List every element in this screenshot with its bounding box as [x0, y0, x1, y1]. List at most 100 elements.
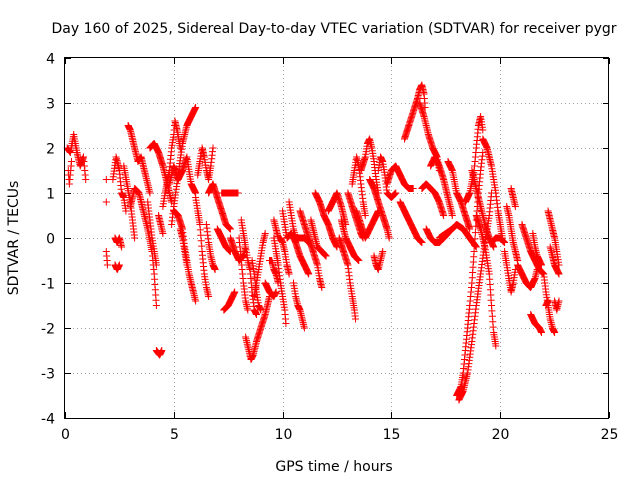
data-point [211, 266, 219, 273]
data-point [226, 225, 234, 233]
data-points [63, 81, 563, 404]
data-point [209, 144, 217, 152]
data-point [192, 297, 200, 305]
track-t48 [353, 207, 382, 242]
track-t30 [242, 293, 273, 363]
data-point [472, 243, 480, 251]
data-point [282, 320, 290, 327]
track-t53 [383, 162, 417, 192]
y-tick-label: 4 [46, 52, 55, 68]
track-t50 [366, 176, 393, 242]
track-t70 [503, 203, 522, 264]
data-point [555, 297, 563, 305]
track-t41 [307, 216, 330, 260]
y-tick-label: -1 [41, 277, 55, 293]
track-t45 [337, 216, 363, 264]
data-point [82, 176, 90, 183]
track-t16 [165, 153, 200, 197]
data-point [379, 248, 387, 255]
axis-ticks: 0 5 10 15 20 25 -4 -3 -2 -1 0 1 2 3 4 [41, 52, 618, 444]
data-point [257, 306, 265, 314]
y-tick-label: 2 [46, 142, 55, 158]
track-t19 [176, 225, 191, 269]
data-point [555, 270, 563, 278]
data-point [118, 243, 126, 251]
data-point [176, 144, 184, 152]
data-point [305, 270, 313, 278]
track-t02 [64, 158, 75, 188]
track-t47 [348, 153, 369, 219]
data-point [440, 212, 448, 219]
y-tick-label: 1 [46, 187, 55, 203]
track-t52 [374, 153, 400, 201]
data-point [492, 342, 500, 350]
track-t03 [102, 176, 110, 206]
track-t14 [152, 347, 166, 359]
track-t44 [335, 234, 359, 323]
data-point [234, 189, 242, 197]
data-point [322, 252, 330, 260]
track-t33 [261, 279, 280, 300]
track-t71 [507, 185, 519, 210]
data-point [285, 270, 293, 278]
data-point [103, 261, 111, 269]
chart-title: Day 160 of 2025, Sidereal Day-to-day VTE… [51, 21, 616, 37]
track-t22 [202, 221, 219, 273]
data-point [551, 329, 559, 336]
data-point [318, 284, 326, 291]
y-axis-label: SDTVAR / TECUs [6, 181, 22, 296]
track-t42 [311, 189, 341, 251]
data-point [192, 104, 200, 111]
track-t32 [248, 257, 265, 314]
track-t40 [296, 207, 326, 291]
track-t23 [205, 180, 234, 233]
x-axis-label: GPS time / hours [275, 459, 392, 475]
data-point [146, 189, 154, 197]
track-t26 [220, 288, 239, 314]
x-tick-label: 25 [601, 427, 619, 443]
track-t01 [63, 131, 90, 183]
data-point [418, 239, 426, 246]
track-t54 [396, 198, 426, 246]
track-t61 [444, 158, 474, 233]
data-point [361, 212, 369, 219]
track-t75 [529, 230, 545, 269]
data-point [152, 261, 160, 269]
data-point [159, 230, 167, 237]
y-tick-label: 3 [46, 97, 55, 113]
data-point [538, 261, 545, 269]
data-point [471, 235, 479, 243]
track-t78 [551, 297, 563, 314]
data-point [479, 126, 487, 134]
track-t69 [501, 248, 519, 296]
track-t68 [488, 234, 509, 246]
y-tick-label: -3 [41, 367, 55, 383]
track-t21 [192, 194, 213, 300]
track-t24 [213, 225, 234, 255]
data-point [511, 203, 519, 210]
track-t65 [468, 167, 498, 251]
data-point [392, 189, 400, 197]
track-t60 [435, 221, 480, 251]
track-t27 [226, 234, 250, 264]
track-t11 [144, 198, 160, 269]
track-t13 [155, 212, 167, 237]
data-point [244, 306, 252, 314]
data-point [385, 234, 393, 242]
track-t38 [285, 198, 313, 246]
data-point [544, 297, 552, 305]
data-point [115, 261, 123, 269]
track-t36 [270, 216, 293, 278]
y-tick-label: -4 [41, 412, 55, 428]
data-point [272, 288, 280, 296]
x-tick-label: 15 [383, 427, 401, 443]
track-t25 [218, 189, 242, 197]
data-point [131, 234, 139, 242]
track-t10 [126, 185, 160, 309]
data-point [355, 257, 363, 264]
data-point [501, 239, 509, 246]
x-tick-label: 10 [275, 427, 293, 443]
data-point [68, 158, 75, 165]
